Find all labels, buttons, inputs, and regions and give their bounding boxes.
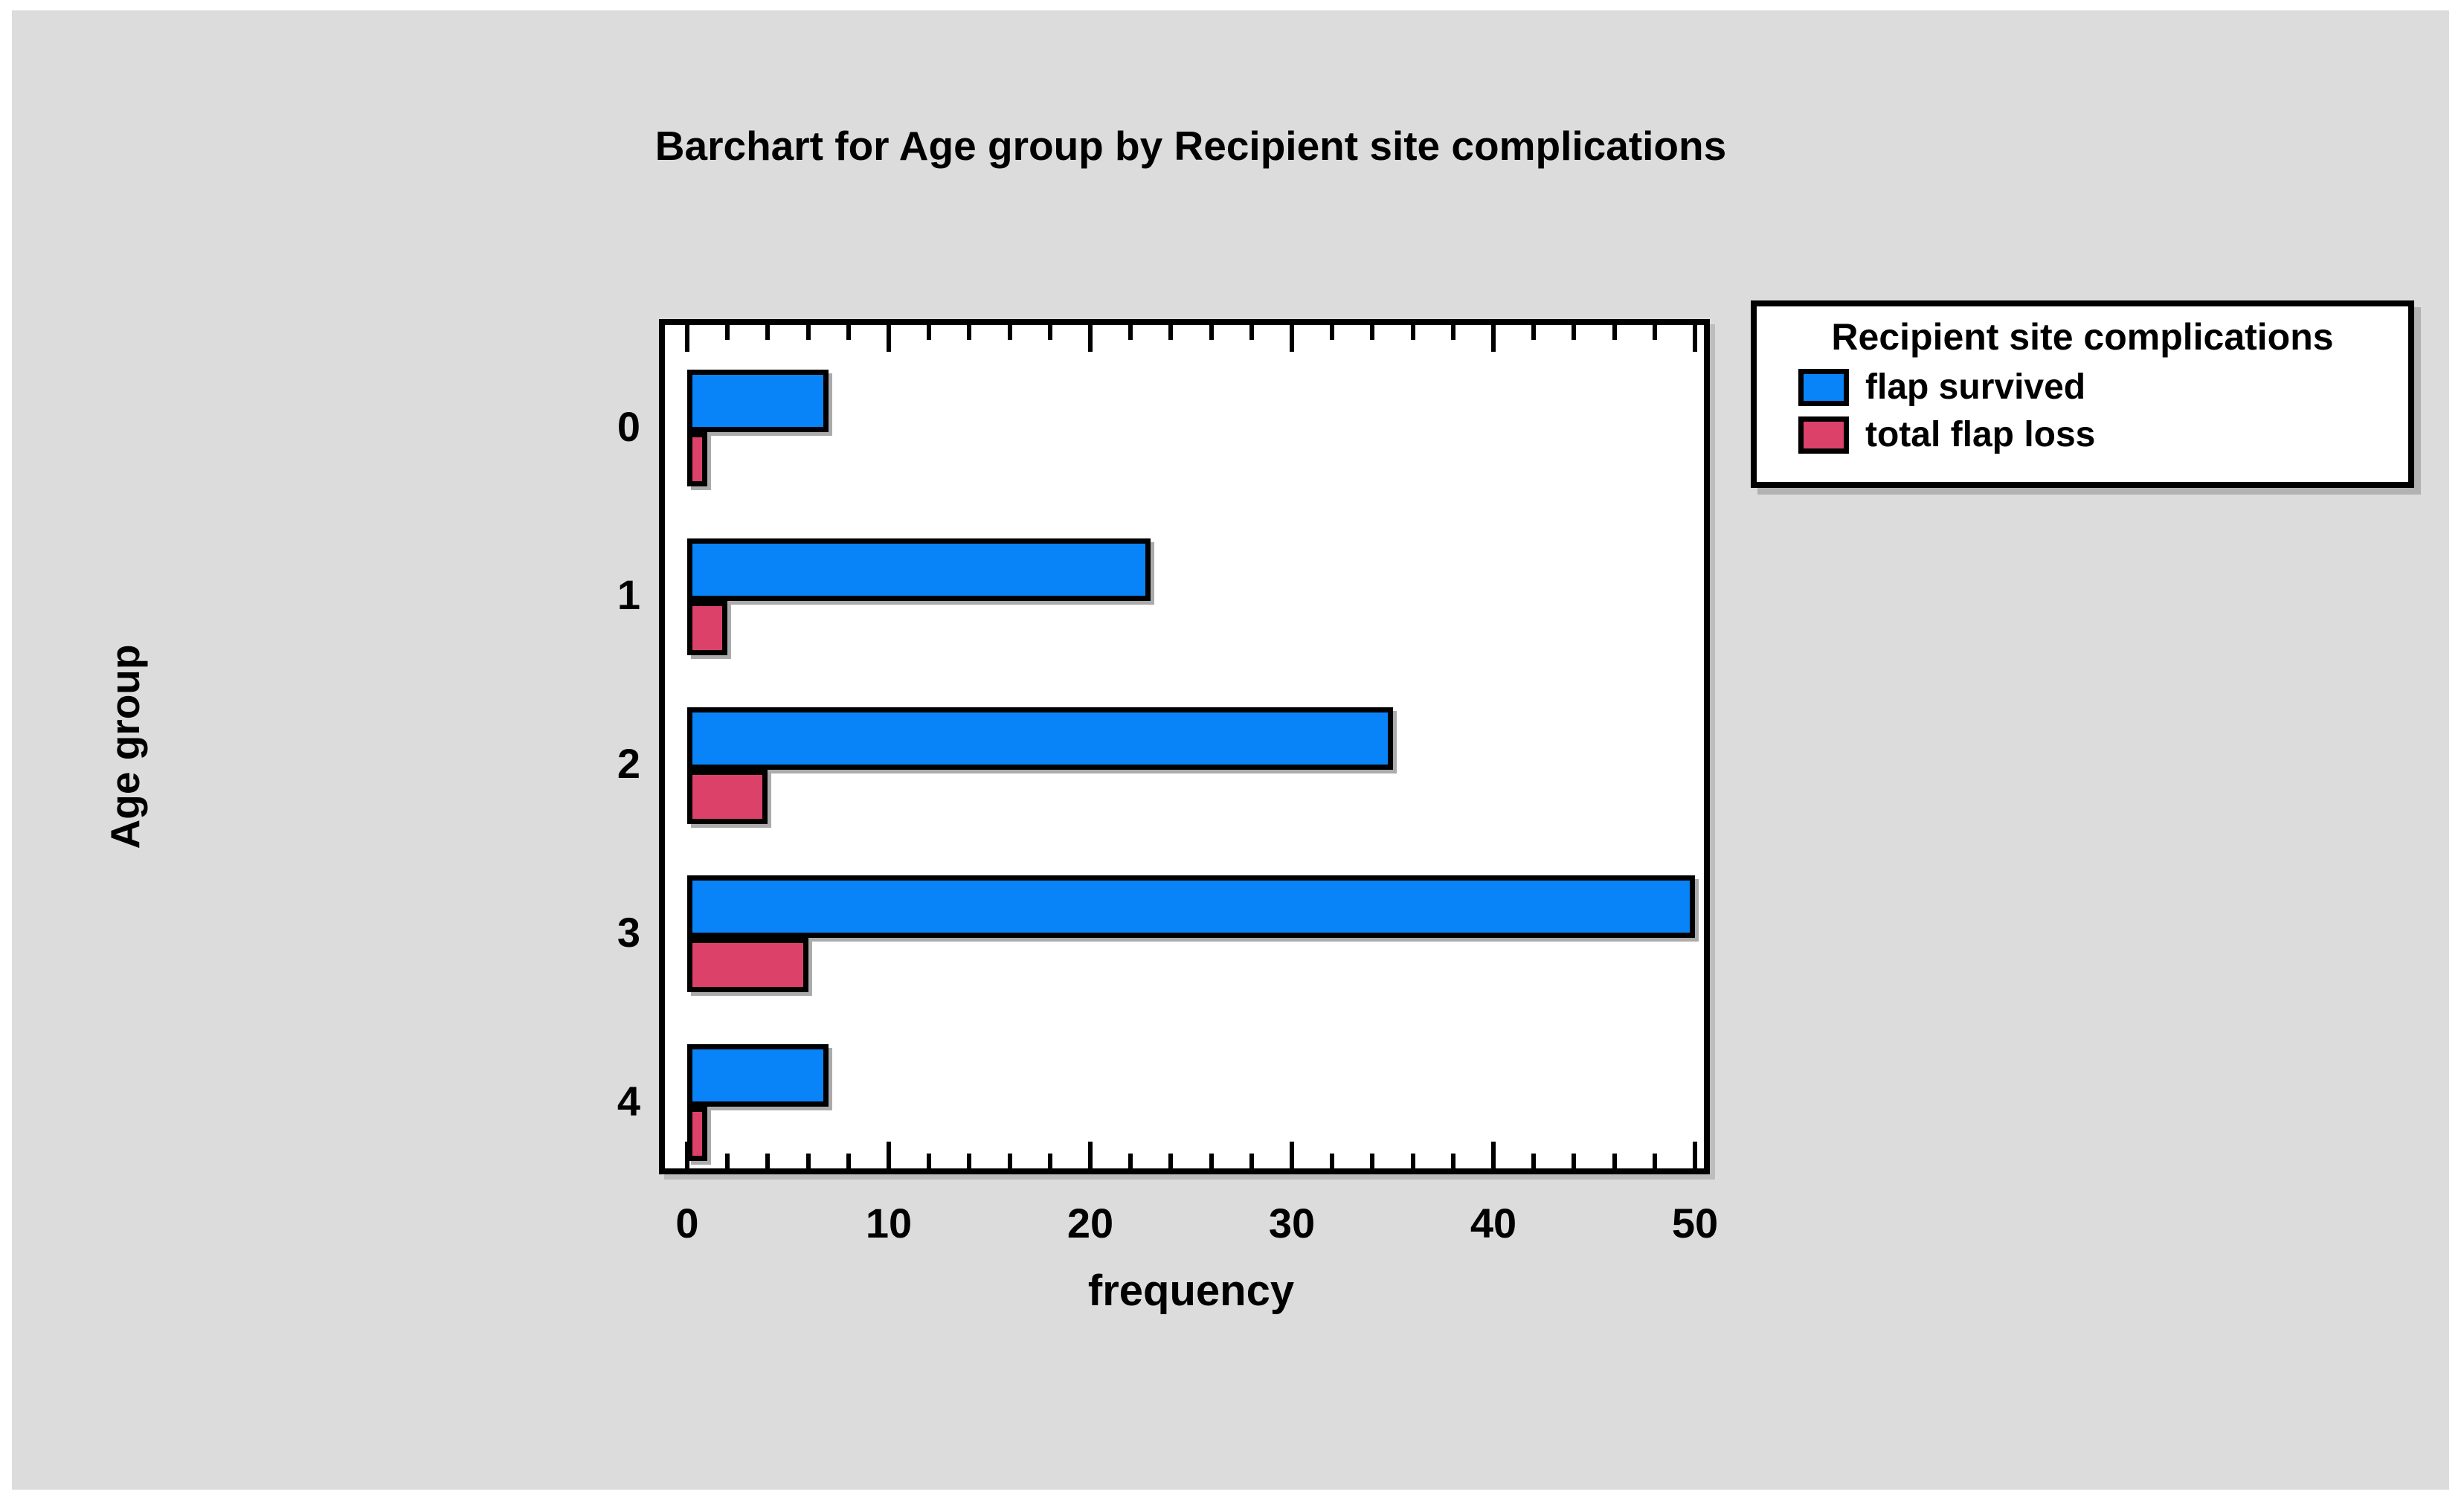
x-minor-tick bbox=[805, 1154, 811, 1168]
x-minor-tick bbox=[765, 1154, 771, 1168]
x-minor-tick bbox=[1330, 325, 1335, 340]
x-minor-tick bbox=[1652, 325, 1657, 340]
legend-item: total flap loss bbox=[1757, 416, 2408, 454]
bar-total-flap-loss-age-3 bbox=[687, 938, 808, 993]
legend-item-label: total flap loss bbox=[1865, 415, 2096, 454]
x-tick-label: 10 bbox=[865, 1200, 913, 1246]
x-minor-tick bbox=[1128, 1154, 1133, 1168]
x-minor-tick bbox=[967, 325, 972, 340]
y-axis-title: Age group bbox=[102, 644, 148, 849]
x-minor-tick bbox=[1370, 1154, 1375, 1168]
x-minor-tick bbox=[1450, 325, 1455, 340]
x-major-tick bbox=[1491, 1142, 1496, 1168]
x-major-tick bbox=[1088, 325, 1093, 352]
bar-flap-survived-age-2 bbox=[687, 707, 1393, 770]
x-minor-tick bbox=[1410, 1154, 1415, 1168]
bar-flap-survived-age-4 bbox=[687, 1044, 829, 1107]
x-minor-tick bbox=[927, 325, 932, 340]
x-minor-tick bbox=[1612, 325, 1617, 340]
x-minor-tick bbox=[846, 1154, 851, 1168]
x-minor-tick bbox=[1047, 325, 1052, 340]
legend-item: flap survived bbox=[1757, 369, 2408, 406]
x-axis-ticks-bottom bbox=[665, 1139, 1704, 1168]
bar-total-flap-loss-age-0 bbox=[687, 432, 708, 486]
x-minor-tick bbox=[1370, 325, 1375, 340]
x-minor-tick bbox=[967, 1154, 972, 1168]
x-minor-tick bbox=[1531, 325, 1537, 340]
legend-item-label: flap survived bbox=[1865, 367, 2086, 407]
x-minor-tick bbox=[1612, 1154, 1617, 1168]
bar-total-flap-loss-age-1 bbox=[687, 600, 728, 655]
x-axis-ticks-top bbox=[665, 325, 1704, 355]
x-minor-tick bbox=[805, 325, 811, 340]
y-tick-label: 3 bbox=[617, 908, 640, 956]
bar-total-flap-loss-age-2 bbox=[687, 769, 768, 824]
x-major-tick bbox=[1290, 325, 1294, 352]
x-axis-title: frequency bbox=[1087, 1267, 1295, 1315]
x-minor-tick bbox=[1330, 1154, 1335, 1168]
plot-area bbox=[659, 319, 1710, 1174]
legend-swatch-flap-survived bbox=[1798, 369, 1849, 406]
x-minor-tick bbox=[1209, 325, 1214, 340]
x-major-tick bbox=[887, 325, 891, 352]
y-tick-label: 0 bbox=[617, 402, 640, 450]
x-minor-tick bbox=[1410, 325, 1415, 340]
x-minor-tick bbox=[1209, 1154, 1214, 1168]
x-minor-tick bbox=[765, 325, 771, 340]
x-minor-tick bbox=[725, 1154, 730, 1168]
legend-items: flap survived total flap loss bbox=[1757, 369, 2408, 454]
legend-title: Recipient site complications bbox=[1831, 316, 2334, 358]
x-major-tick bbox=[685, 325, 689, 352]
x-major-tick bbox=[1088, 1142, 1093, 1168]
x-minor-tick bbox=[1249, 1154, 1254, 1168]
x-minor-tick bbox=[1168, 325, 1174, 340]
x-minor-tick bbox=[725, 325, 730, 340]
x-minor-tick bbox=[1572, 325, 1577, 340]
chart-title: Barchart for Age group by Recipient site… bbox=[654, 123, 1727, 169]
x-tick-label: 50 bbox=[1671, 1200, 1719, 1246]
y-tick-label: 1 bbox=[617, 571, 640, 619]
x-minor-tick bbox=[846, 325, 851, 340]
x-major-tick bbox=[1693, 1142, 1697, 1168]
x-minor-tick bbox=[1007, 1154, 1012, 1168]
x-tick-label: 0 bbox=[675, 1200, 699, 1246]
legend: Recipient site complications flap surviv… bbox=[1751, 300, 2414, 488]
x-major-tick bbox=[887, 1142, 891, 1168]
x-minor-tick bbox=[1652, 1154, 1657, 1168]
bar-total-flap-loss-age-4 bbox=[687, 1107, 708, 1162]
bar-flap-survived-age-0 bbox=[687, 370, 829, 432]
bar-flap-survived-age-1 bbox=[687, 538, 1151, 601]
x-major-tick bbox=[1290, 1142, 1294, 1168]
y-tick-label: 2 bbox=[617, 739, 640, 787]
x-minor-tick bbox=[1531, 1154, 1537, 1168]
x-minor-tick bbox=[927, 1154, 932, 1168]
y-tick-label: 4 bbox=[617, 1077, 640, 1125]
x-tick-label: 30 bbox=[1268, 1200, 1316, 1246]
x-tick-label: 40 bbox=[1470, 1200, 1517, 1246]
x-minor-tick bbox=[1168, 1154, 1174, 1168]
figure-background: Barchart for Age group by Recipient site… bbox=[12, 10, 2449, 1490]
x-minor-tick bbox=[1572, 1154, 1577, 1168]
x-minor-tick bbox=[1047, 1154, 1052, 1168]
x-minor-tick bbox=[1450, 1154, 1455, 1168]
bar-flap-survived-age-3 bbox=[687, 875, 1695, 939]
legend-swatch-total-flap-loss bbox=[1798, 416, 1849, 454]
x-minor-tick bbox=[1007, 325, 1012, 340]
x-major-tick bbox=[1693, 325, 1697, 352]
x-minor-tick bbox=[1128, 325, 1133, 340]
x-tick-label: 20 bbox=[1067, 1200, 1114, 1246]
x-minor-tick bbox=[1249, 325, 1254, 340]
x-major-tick bbox=[1491, 325, 1496, 352]
